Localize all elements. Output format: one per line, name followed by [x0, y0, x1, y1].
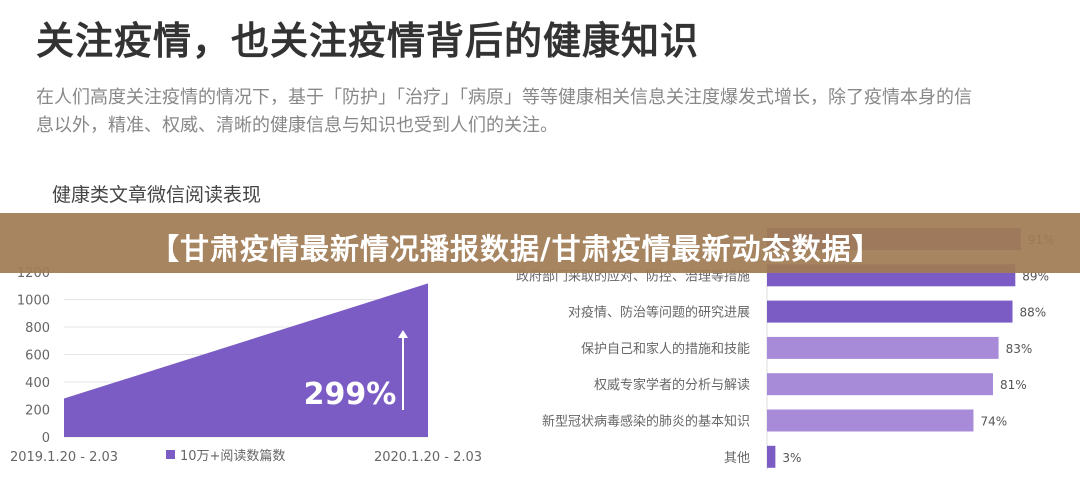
bar-category-label: 权威专家学者的分析与解读	[594, 377, 750, 393]
bar-category-label: 保护自己和家人的措施和技能	[581, 341, 750, 357]
annotation-label: 299%	[304, 377, 397, 412]
x-tick-label: 2020.1.20 - 2.03	[374, 450, 482, 465]
bar-value-label: 83%	[1006, 342, 1033, 356]
y-tick-label: 800	[25, 321, 50, 336]
area-series	[64, 283, 428, 437]
banner	[0, 213, 1080, 273]
bar-value-label: 74%	[980, 415, 1007, 429]
bar-value-label: 88%	[1020, 306, 1047, 320]
chart-title: 健康类文章微信阅读表现	[52, 184, 262, 206]
y-tick-label: 0	[42, 431, 50, 446]
bar-value-label: 3%	[782, 451, 801, 465]
bar	[767, 300, 1013, 323]
bar-category-label: 新型冠状病毒感染的肺炎的基本知识	[542, 414, 750, 430]
bar	[767, 373, 993, 396]
bar	[767, 336, 999, 359]
banner-text[interactable]: 【甘肃疫情最新情况播报数据/甘肃疫情最新动态数据】	[150, 232, 882, 266]
bar-category-label: 其他	[724, 451, 750, 466]
intro-paragraph: 在人们高度关注疫情的情况下，基于「防护」「治疗」「病原」等等健康相关信息关注度爆…	[36, 87, 972, 136]
bar-category-label: 对疫情、防治等问题的研究进展	[568, 305, 750, 321]
bar-value-label: 81%	[1000, 378, 1027, 392]
legend-swatch	[166, 450, 175, 459]
bar	[767, 445, 776, 468]
y-tick-label: 1000	[17, 294, 50, 309]
y-tick-label: 200	[25, 404, 50, 419]
page-title: 关注疫情，也关注疫情背后的健康知识	[36, 19, 700, 63]
y-tick-label: 400	[25, 376, 50, 391]
arrow-head	[398, 330, 408, 338]
legend-label: 10万+阅读数篇数	[180, 449, 285, 464]
bar	[767, 409, 974, 432]
y-tick-label: 600	[25, 349, 50, 364]
x-tick-label: 2019.1.20 - 2.03	[10, 450, 118, 465]
